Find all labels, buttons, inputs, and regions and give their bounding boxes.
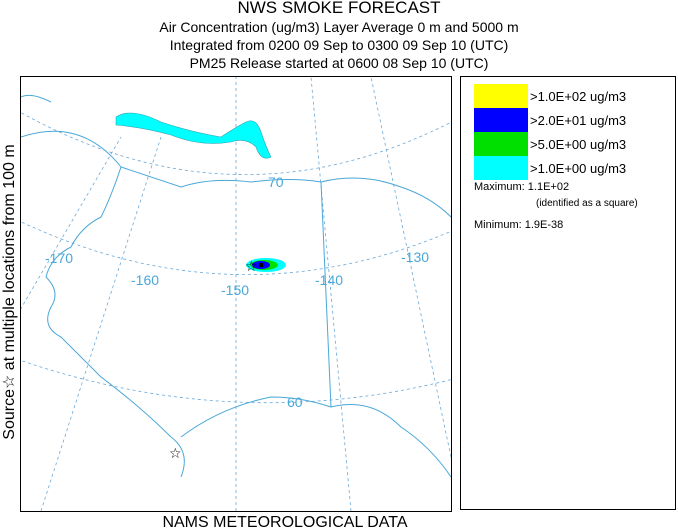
south-coast (180, 396, 332, 438)
graticule-lon-160 (40, 136, 162, 511)
release-start: PM25 Release started at 0600 08 Sep 10 (… (189, 55, 489, 71)
graticule-lat-60 (21, 359, 451, 404)
graticule-lat-70 (21, 112, 451, 175)
alaska-map: ☆ ☆ -170 -160 -150 -140 -130 70 60 (21, 77, 451, 511)
legend-item: >2.0E+01 ug/m3 (474, 108, 626, 132)
source-star-icon: ☆ (245, 259, 258, 275)
main-plume (246, 258, 286, 272)
legend-label: >5.0E+00 ug/m3 (530, 136, 627, 152)
legend-label: >2.0E+01 ug/m3 (530, 112, 627, 128)
legend-label: >1.0E+02 ug/m3 (530, 88, 627, 104)
legend-item: >5.0E+00 ug/m3 (474, 132, 626, 156)
lon-label-150: -150 (221, 282, 249, 298)
legend-swatch-cyan (474, 156, 528, 180)
forecast-title: NWS SMOKE FORECAST (237, 0, 441, 17)
siberia-coast (21, 94, 52, 103)
canada-north-coast (320, 177, 451, 218)
canada-border (320, 181, 332, 408)
legend-panel: >1.0E+02 ug/m3 >2.0E+01 ug/m3 >5.0E+00 u… (460, 76, 676, 510)
grid-labels: -170 -160 -150 -140 -130 70 60 (45, 174, 429, 410)
panhandle-coast (330, 404, 451, 478)
maximum-note: (identified as a square) (536, 198, 638, 209)
map-panel: ☆ ☆ -170 -160 -150 -140 -130 70 60 (20, 76, 452, 512)
northern-plume (115, 112, 272, 159)
graticule-lon-130 (370, 77, 451, 458)
west-coast (45, 166, 185, 478)
lat-label-70: 70 (268, 174, 284, 190)
lat-label-60: 60 (287, 394, 303, 410)
meteorological-data-label: NAMS METEOROLOGICAL DATA (162, 514, 408, 531)
integration-period: Integrated from 0200 09 Sep to 0300 09 S… (169, 37, 509, 53)
legend-swatch-green (474, 132, 528, 156)
source-star-icon: ☆ (169, 446, 182, 462)
lon-label-140: -140 (315, 272, 343, 288)
lon-label-170: -170 (45, 250, 73, 266)
max-square (259, 263, 263, 267)
legend-swatch-blue (474, 108, 528, 132)
maximum-value: Maximum: 1.1E+02 (474, 181, 570, 193)
source-description: Source☆ at multiple locations from 100 m (1, 144, 18, 440)
lon-label-160: -160 (131, 272, 159, 288)
north-coast (21, 130, 322, 188)
legend-label: >1.0E+00 ug/m3 (530, 160, 627, 176)
graticule-lon-140 (310, 77, 352, 511)
coastline (21, 94, 451, 478)
legend-item: >1.0E+00 ug/m3 (474, 156, 626, 180)
legend-item: >1.0E+02 ug/m3 (474, 84, 626, 108)
graticule-lon-170 (21, 136, 122, 310)
graticule (21, 77, 451, 511)
lon-label-130: -130 (401, 249, 429, 265)
graticule-lat-65 (21, 221, 451, 275)
concentration-subtitle: Air Concentration (ug/m3) Layer Average … (159, 19, 519, 35)
legend-swatch-yellow (474, 84, 528, 108)
minimum-value: Minimum: 1.9E-38 (474, 219, 564, 231)
